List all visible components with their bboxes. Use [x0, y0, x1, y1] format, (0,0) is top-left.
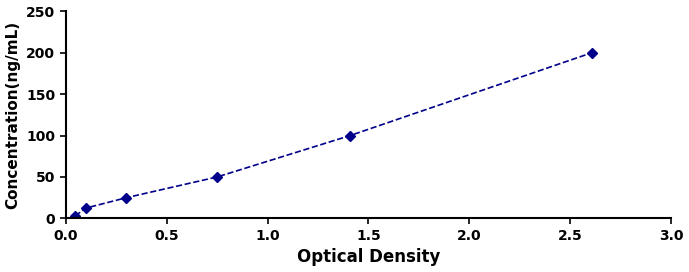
- X-axis label: Optical Density: Optical Density: [297, 248, 440, 267]
- Y-axis label: Concentration(ng/mL): Concentration(ng/mL): [6, 21, 21, 209]
